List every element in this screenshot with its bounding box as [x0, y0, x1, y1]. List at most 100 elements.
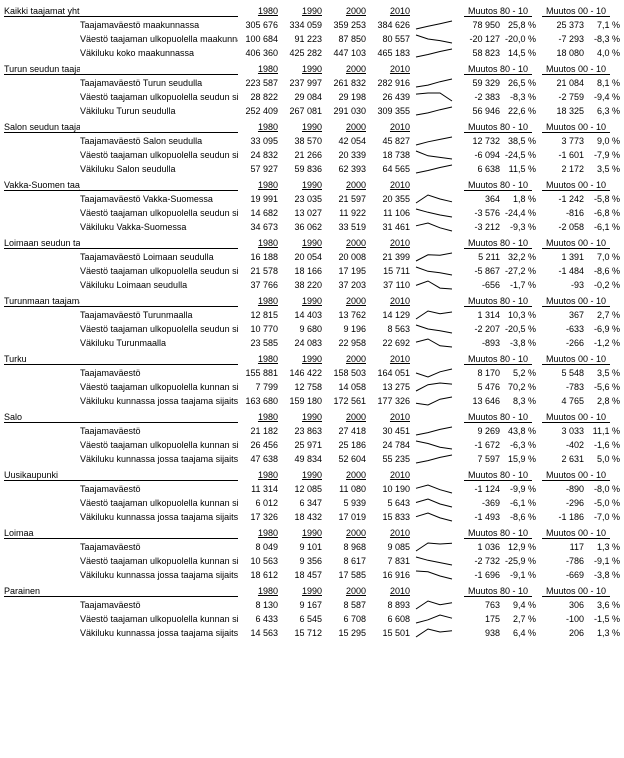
muutos-80-pct: 25,8 %	[502, 20, 540, 30]
section: Parainen 1980199020002010Muutos 80 - 10M…	[4, 584, 624, 640]
muutos-80-header: Muutos 80 - 10	[462, 586, 534, 597]
value-cell: 14 682	[238, 208, 282, 218]
value-cell: 37 110	[370, 280, 414, 290]
year-header: 2010	[370, 296, 414, 306]
value-cell: 18 432	[282, 512, 326, 522]
muutos-80-num: 1 036	[462, 542, 502, 552]
muutos-00-pct: 8,1 %	[586, 78, 624, 88]
value-cell: 21 597	[326, 194, 370, 204]
value-cell: 267 081	[282, 106, 326, 116]
value-cell: 6 708	[326, 614, 370, 624]
muutos-80-header: Muutos 80 - 10	[462, 354, 534, 365]
year-header: 2010	[370, 586, 414, 596]
muutos-00-num: -669	[546, 570, 586, 580]
muutos-00-pct: -3,8 %	[586, 570, 624, 580]
value-cell: 7 799	[238, 382, 282, 392]
value-cell: 9 167	[282, 600, 326, 610]
muutos-80-num: -2 732	[462, 556, 502, 566]
muutos-80-num: 1 314	[462, 310, 502, 320]
year-header: 1990	[282, 412, 326, 422]
muutos-00-num: -402	[546, 440, 586, 450]
data-row: Taajamaväestö11 31412 08511 08010 190-1 …	[4, 482, 624, 496]
muutos-80-pct: -24,4 %	[502, 208, 540, 218]
muutos-00-pct: 9,0 %	[586, 136, 624, 146]
data-row: Väkiluku Loimaan seudulla37 76638 22037 …	[4, 278, 624, 292]
muutos-80-pct: 5,2 %	[502, 368, 540, 378]
value-cell: 33 519	[326, 222, 370, 232]
row-label: Väestö taajaman ulkopuolella seudun sisä…	[80, 324, 238, 334]
muutos-80-num: -2 383	[462, 92, 502, 102]
value-cell: 11 080	[326, 484, 370, 494]
value-cell: 8 617	[326, 556, 370, 566]
value-cell: 42 054	[326, 136, 370, 146]
year-header: 2000	[326, 6, 370, 16]
year-header: 2000	[326, 470, 370, 480]
muutos-00-num: 18 080	[546, 48, 586, 58]
sparkline	[414, 105, 456, 117]
year-header: 1980	[238, 470, 282, 480]
category-title: Turku	[4, 354, 80, 365]
value-cell: 8 130	[238, 600, 282, 610]
data-row: Väkiluku koko maakunnassa406 360425 2824…	[4, 46, 624, 60]
sparkline	[414, 207, 456, 219]
value-cell: 237 997	[282, 78, 326, 88]
data-row: Taajamaväestö155 881146 422158 503164 05…	[4, 366, 624, 380]
year-header: 1980	[238, 180, 282, 190]
muutos-80-pct: 15,9 %	[502, 454, 540, 464]
row-label: Taajamaväestö	[80, 542, 238, 552]
value-cell: 55 235	[370, 454, 414, 464]
value-cell: 6 012	[238, 498, 282, 508]
value-cell: 21 182	[238, 426, 282, 436]
value-cell: 20 339	[326, 150, 370, 160]
value-cell: 38 220	[282, 280, 326, 290]
muutos-80-pct: 10,3 %	[502, 310, 540, 320]
value-cell: 261 832	[326, 78, 370, 88]
muutos-80-num: -656	[462, 280, 502, 290]
muutos-80-num: -1 672	[462, 440, 502, 450]
muutos-00-pct: -0,2 %	[586, 280, 624, 290]
value-cell: 14 129	[370, 310, 414, 320]
muutos-80-num: 8 170	[462, 368, 502, 378]
year-header: 1990	[282, 6, 326, 16]
muutos-80-num: 56 946	[462, 106, 502, 116]
year-header: 2010	[370, 6, 414, 16]
sparkline	[414, 497, 456, 509]
muutos-00-header: Muutos 00 - 10	[540, 122, 612, 133]
muutos-00-num: 25 373	[546, 20, 586, 30]
row-label: Taajamaväestö Turunmaalla	[80, 310, 238, 320]
muutos-80-num: 938	[462, 628, 502, 638]
value-cell: 15 833	[370, 512, 414, 522]
muutos-80-pct: -9,3 %	[502, 222, 540, 232]
year-header: 2010	[370, 238, 414, 248]
muutos-00-pct: 7,0 %	[586, 252, 624, 262]
value-cell: 223 587	[238, 78, 282, 88]
sparkline	[414, 425, 456, 437]
data-row: Taajamaväestö Loimaan seudulla16 18820 0…	[4, 250, 624, 264]
value-cell: 9 101	[282, 542, 326, 552]
sparkline	[414, 453, 456, 465]
year-header: 2010	[370, 354, 414, 364]
muutos-00-pct: -6,8 %	[586, 208, 624, 218]
row-label: Väestö taajaman ulkopuolella kunnan sisä…	[80, 440, 238, 450]
muutos-80-pct: -6,1 %	[502, 498, 540, 508]
muutos-00-num: 206	[546, 628, 586, 638]
muutos-00-header: Muutos 00 - 10	[540, 180, 612, 191]
row-label: Väestö taajaman ulkopuolella maakunnan s…	[80, 34, 238, 44]
category-title: Turun seudun taajamat yht.	[4, 64, 80, 75]
data-row: Taajamaväestö8 0499 1018 9689 0851 03612…	[4, 540, 624, 554]
value-cell: 59 836	[282, 164, 326, 174]
sparkline	[414, 627, 456, 639]
section: Loimaan seudun taajamat yht. 19801990200…	[4, 236, 624, 292]
muutos-80-header: Muutos 80 - 10	[462, 296, 534, 307]
muutos-00-pct: -9,1 %	[586, 556, 624, 566]
row-label: Taajamaväestö	[80, 368, 238, 378]
muutos-00-pct: -1,6 %	[586, 440, 624, 450]
muutos-80-pct: 8,3 %	[502, 396, 540, 406]
value-cell: 20 355	[370, 194, 414, 204]
data-row: Väestö taajaman ulkopuolella seudun sisä…	[4, 90, 624, 104]
value-cell: 34 673	[238, 222, 282, 232]
value-cell: 6 433	[238, 614, 282, 624]
muutos-80-pct: 6,4 %	[502, 628, 540, 638]
muutos-00-header: Muutos 00 - 10	[540, 412, 612, 423]
row-label: Väestö taajaman ulkopuolella seudun sisä…	[80, 150, 238, 160]
